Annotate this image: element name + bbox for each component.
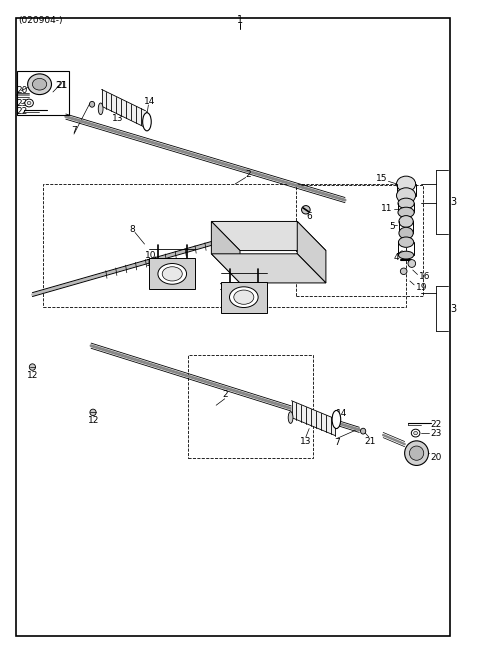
Ellipse shape xyxy=(301,205,310,214)
Text: 2: 2 xyxy=(222,390,228,398)
Text: 19: 19 xyxy=(416,283,427,292)
Bar xyxy=(296,185,423,296)
Text: 11: 11 xyxy=(381,204,393,213)
Ellipse shape xyxy=(398,237,414,248)
Text: 15: 15 xyxy=(375,174,387,183)
Ellipse shape xyxy=(90,409,96,415)
Ellipse shape xyxy=(408,259,416,267)
Ellipse shape xyxy=(414,432,418,435)
Text: 21: 21 xyxy=(56,81,68,90)
Text: 17: 17 xyxy=(218,283,230,292)
Text: 5: 5 xyxy=(389,222,395,231)
Ellipse shape xyxy=(143,112,151,131)
Ellipse shape xyxy=(399,227,413,239)
Text: 12: 12 xyxy=(88,416,99,425)
Text: 22: 22 xyxy=(431,419,442,428)
Bar xyxy=(189,356,312,458)
Polygon shape xyxy=(102,90,145,127)
Polygon shape xyxy=(211,222,240,283)
Ellipse shape xyxy=(405,441,429,465)
Text: 4: 4 xyxy=(394,253,399,261)
Text: 21: 21 xyxy=(56,81,67,90)
Text: 13: 13 xyxy=(300,437,312,446)
Ellipse shape xyxy=(33,79,47,90)
Ellipse shape xyxy=(28,74,51,95)
Text: 9: 9 xyxy=(258,275,264,284)
Text: 12: 12 xyxy=(27,371,38,380)
Ellipse shape xyxy=(288,411,293,423)
Text: 23: 23 xyxy=(16,99,27,107)
Polygon shape xyxy=(149,258,195,289)
Text: 3: 3 xyxy=(450,197,456,207)
Text: 20: 20 xyxy=(16,86,27,95)
Ellipse shape xyxy=(399,216,413,228)
Ellipse shape xyxy=(409,446,424,460)
Text: 14: 14 xyxy=(336,409,348,418)
Ellipse shape xyxy=(158,263,187,284)
Polygon shape xyxy=(211,222,326,250)
Text: 23: 23 xyxy=(431,428,442,437)
Ellipse shape xyxy=(398,207,414,218)
Bar xyxy=(17,71,69,114)
Text: 3: 3 xyxy=(450,304,456,314)
Ellipse shape xyxy=(360,428,366,434)
Ellipse shape xyxy=(398,251,414,259)
Text: 13: 13 xyxy=(112,114,123,123)
Ellipse shape xyxy=(27,101,31,105)
Text: 21: 21 xyxy=(365,437,376,446)
Text: 2: 2 xyxy=(246,170,252,179)
Text: (020904-): (020904-) xyxy=(18,16,62,25)
Bar xyxy=(43,184,406,307)
Text: 18: 18 xyxy=(146,259,157,268)
Ellipse shape xyxy=(162,266,182,281)
Ellipse shape xyxy=(229,287,258,307)
Ellipse shape xyxy=(411,429,420,437)
Text: 7: 7 xyxy=(335,438,340,447)
Ellipse shape xyxy=(396,188,416,203)
Text: 1: 1 xyxy=(237,14,243,25)
Polygon shape xyxy=(297,222,326,283)
Ellipse shape xyxy=(400,268,407,274)
Ellipse shape xyxy=(98,103,103,114)
Ellipse shape xyxy=(25,99,34,107)
Polygon shape xyxy=(291,400,336,436)
Text: 16: 16 xyxy=(419,272,431,281)
Polygon shape xyxy=(211,254,326,283)
Ellipse shape xyxy=(332,410,341,428)
Ellipse shape xyxy=(29,364,36,370)
Text: 6: 6 xyxy=(306,212,312,221)
Text: 20: 20 xyxy=(431,453,442,462)
Ellipse shape xyxy=(398,198,414,209)
Ellipse shape xyxy=(234,290,254,304)
Ellipse shape xyxy=(396,176,416,192)
Text: 22: 22 xyxy=(16,107,27,116)
Text: 14: 14 xyxy=(144,98,155,106)
Polygon shape xyxy=(221,281,267,313)
Text: 8: 8 xyxy=(130,225,135,234)
Ellipse shape xyxy=(89,101,95,107)
Text: 10: 10 xyxy=(145,251,156,259)
Text: 7: 7 xyxy=(71,126,77,135)
